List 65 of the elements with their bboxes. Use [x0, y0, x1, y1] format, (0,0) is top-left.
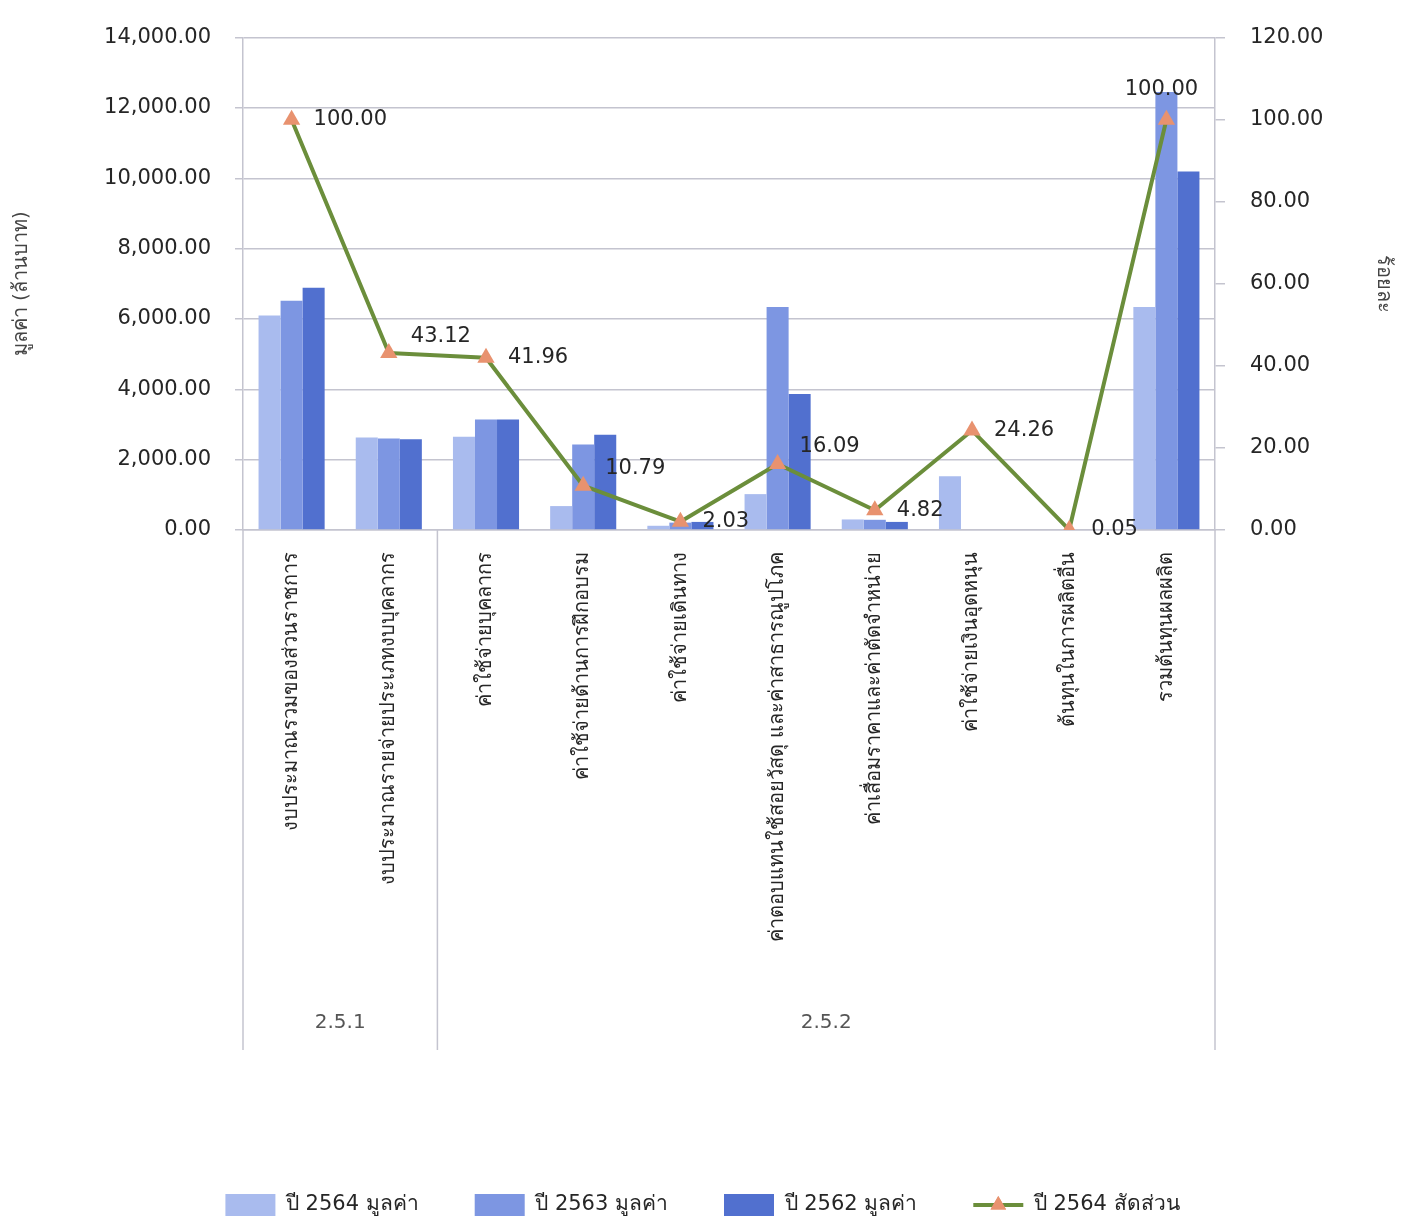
bar [550, 506, 573, 530]
y-tick-label: 6,000.00 [117, 305, 211, 330]
y2-tick-label: 120.00 [1250, 24, 1324, 49]
x-tick-label: ต้นทุนในการผลิตอื่น [1053, 552, 1081, 727]
point [282, 109, 301, 125]
point [477, 347, 495, 363]
bar [302, 287, 325, 530]
bar [452, 436, 475, 530]
x-tick-label: รวมต้นทุนผลผลิต [1152, 552, 1178, 702]
bar [474, 419, 498, 530]
legend-label: ปี 2564 สัดส่วน [1032, 1191, 1180, 1216]
bar [399, 439, 422, 530]
x-tick-label: ค่าใช้จ่ายบุคลากร [472, 552, 498, 707]
y-tick-label: 12,000.00 [104, 94, 211, 119]
y-tick-label: 4,000.00 [117, 375, 211, 400]
point [963, 420, 981, 436]
y-tick-label: 8,000.00 [117, 235, 211, 260]
point [380, 343, 398, 359]
y2-tick-label: 100.00 [1250, 106, 1324, 131]
point [1157, 109, 1176, 125]
bar [280, 300, 303, 530]
y-tick-label: 10,000.00 [104, 164, 211, 189]
y2-tick-label: 60.00 [1250, 270, 1311, 295]
x-tick-label: ค่าใช้จ่ายเงินอุดหนุน [958, 552, 984, 732]
x-tick-label: งบประมาณรายจ่ายประเภทงบบุคลากร [375, 552, 400, 885]
x-tick-label: ค่าเสื่อมราคาและค่าตัดจำหน่าย [859, 552, 885, 825]
data-label: 0.05 [1091, 516, 1138, 541]
data-label: 100.00 [313, 106, 388, 131]
data-label: 43.12 [410, 322, 471, 347]
y2-tick-label: 80.00 [1250, 188, 1311, 213]
bar [885, 521, 908, 530]
point [671, 511, 690, 527]
point [574, 475, 592, 491]
legend-label: ปี 2563 มูลค่า [534, 1191, 668, 1217]
bar [766, 307, 789, 530]
x-tick-label: ค่าตอบแทนใช้สอยวัสดุ และค่าสาธารณูปโภค [763, 552, 789, 943]
legend-label: ปี 2564 มูลค่า [284, 1191, 419, 1217]
x-tick-label: ค่าใช้จ่ายด้านการฝึกอบรม [569, 552, 594, 780]
bar [497, 419, 520, 530]
legend-label: ปี 2562 มูลค่า [783, 1191, 918, 1217]
data-label: 4.82 [896, 496, 944, 521]
bar [863, 519, 886, 530]
x-tick-label: งบประมาณรวมของส่วนราชการ [277, 552, 302, 831]
text: 2.5.2 [800, 1009, 852, 1034]
bar [1177, 171, 1200, 530]
text: 2.5.1 [314, 1009, 366, 1034]
bar [355, 437, 378, 530]
y-tick-label: 0.00 [164, 516, 211, 541]
y2-tick-label: 40.00 [1250, 352, 1311, 377]
point [866, 500, 884, 516]
y-axis-title: มูลค่า (ล้านบาท) [8, 211, 34, 357]
y-tick-label: 2,000.00 [117, 446, 211, 471]
data-label: 100.00 [1124, 76, 1199, 101]
x-tick-label: ค่าใช้จ่ายเดินทาง [666, 552, 691, 703]
point [768, 453, 787, 469]
data-label: 2.03 [702, 508, 750, 533]
y2-tick-label: 0.00 [1250, 516, 1297, 541]
bar [258, 315, 281, 530]
bar [377, 438, 400, 530]
data-label: 24.26 [994, 416, 1055, 441]
y2-axis-title: ร้อยละ [1372, 254, 1397, 313]
bar [841, 519, 864, 530]
y2-tick-label: 20.00 [1250, 434, 1311, 459]
y-tick-label: 14,000.00 [104, 24, 211, 49]
data-label: 41.96 [508, 344, 569, 369]
